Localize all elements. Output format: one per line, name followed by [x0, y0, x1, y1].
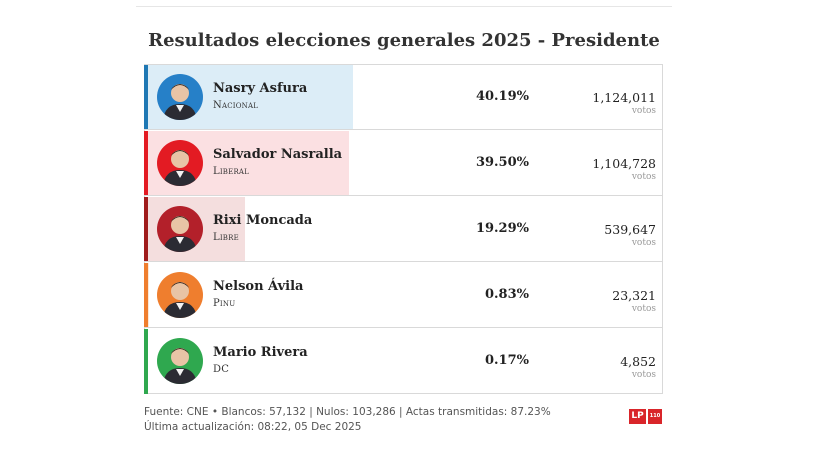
votes-label: votos	[631, 172, 656, 182]
vote-percentage: 19.29%	[475, 221, 529, 236]
party-color-edge	[144, 263, 148, 327]
avatar	[157, 74, 203, 120]
vote-percentage: 40.19%	[475, 89, 529, 104]
vote-count: 539,647	[604, 222, 656, 237]
votes-label: votos	[631, 304, 656, 314]
votes-label: votos	[631, 238, 656, 248]
votes-label: votos	[631, 106, 656, 116]
vote-count: 1,124,011	[592, 90, 656, 105]
party-color-edge	[144, 197, 148, 261]
votes-label: votos	[631, 370, 656, 380]
avatar	[157, 140, 203, 186]
top-divider	[136, 6, 672, 7]
candidate-party: Liberal	[213, 166, 250, 177]
candidate-party: Pinu	[213, 298, 236, 309]
person-icon	[163, 216, 197, 252]
candidate-name: Nelson Ávila	[213, 279, 304, 294]
avatar	[157, 206, 203, 252]
candidate-party: DC	[213, 364, 230, 375]
table-row: Salvador Nasralla Liberal 39.50% 1,104,728 v…	[144, 131, 662, 196]
candidate-name: Salvador Nasralla	[213, 147, 343, 162]
candidate-party: Libre	[213, 232, 239, 243]
person-icon	[163, 348, 197, 384]
table-row: Nasry Asfura Nacional 40.19% 1,124,011 votos	[144, 65, 662, 130]
candidate-name: Rixi Moncada	[213, 213, 313, 228]
table-row: Mario Rivera DC 0.17% 4,852 votos	[144, 329, 662, 394]
vote-percentage: 0.83%	[484, 287, 529, 302]
page-title: Resultados elecciones generales 2025 - P…	[148, 30, 660, 51]
vote-count: 4,852	[620, 354, 656, 369]
person-icon	[163, 84, 197, 120]
candidate-name: Nasry Asfura	[213, 81, 308, 96]
party-color-edge	[144, 131, 148, 195]
avatar	[157, 272, 203, 318]
logo-text: LP	[629, 409, 646, 424]
vote-count: 1,104,728	[592, 156, 656, 171]
person-icon	[163, 150, 197, 186]
vote-count: 23,321	[612, 288, 656, 303]
person-icon	[163, 282, 197, 318]
footer-source: Fuente: CNE • Blancos: 57,132 | Nulos: 1…	[144, 406, 551, 418]
candidate-party: Nacional	[213, 100, 259, 111]
footer-updated: Última actualización: 08:22, 05 Dec 2025	[144, 421, 362, 433]
logo-badge: 110	[648, 409, 662, 424]
vote-percentage: 39.50%	[475, 155, 529, 170]
candidate-name: Mario Rivera	[213, 345, 308, 360]
table-row: Rixi Moncada Libre 19.29% 539,647 votos	[144, 197, 662, 262]
party-color-edge	[144, 329, 148, 394]
footer: Fuente: CNE • Blancos: 57,132 | Nulos: 1…	[144, 405, 551, 435]
avatar	[157, 338, 203, 384]
table-row: Nelson Ávila Pinu 0.83% 23,321 votos	[144, 263, 662, 328]
vote-percentage: 0.17%	[484, 353, 529, 368]
lp-logo[interactable]: LP 110	[629, 409, 662, 424]
results-table: Nasry Asfura Nacional 40.19% 1,124,011 votos…	[144, 64, 663, 394]
party-color-edge	[144, 65, 148, 129]
